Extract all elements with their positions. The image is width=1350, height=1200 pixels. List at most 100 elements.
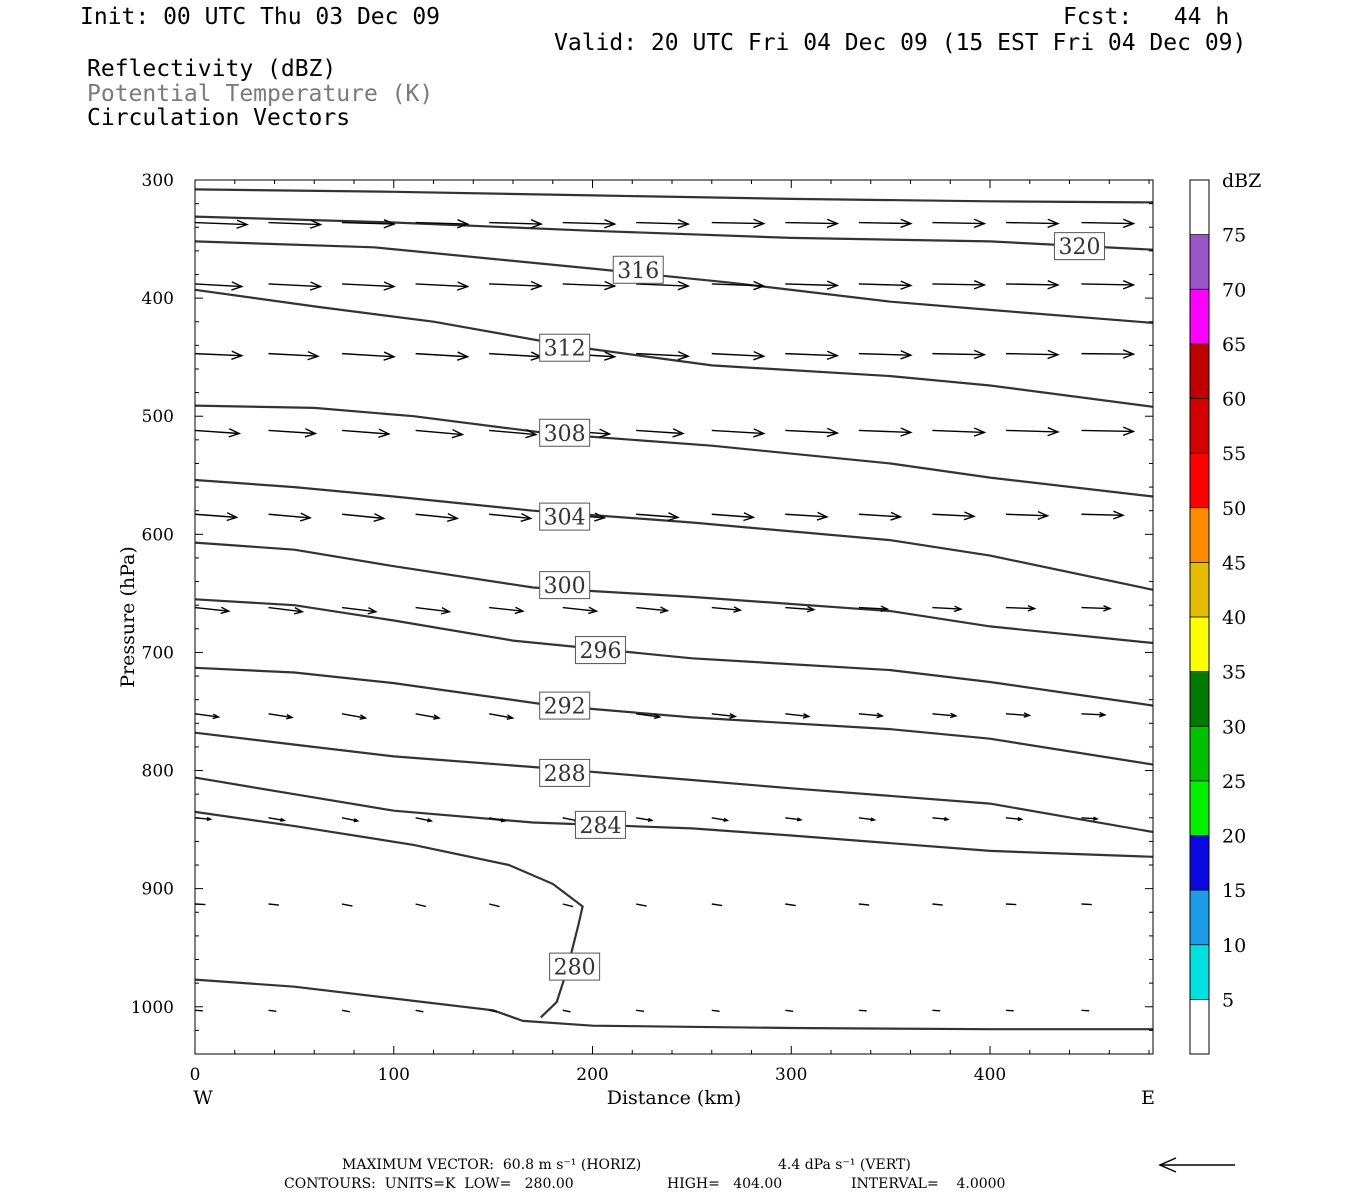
colorbar-segment [1190,671,1209,727]
dbz-colorbar: 5 10 15 20 25 30 35 40 45 50 55 60 65 70 75 [1189,179,1246,1055]
x-tick-label: 300 [775,1065,807,1085]
circulation-vector [1005,1009,1014,1012]
circulation-vector [858,817,877,822]
colorbar-segment [1190,562,1209,617]
colorbar-label: 65 [1222,334,1246,356]
circulation-vector [711,903,723,907]
contour-label-box-304 [539,502,591,531]
colorbar-segment [1190,617,1209,672]
circulation-vector [636,606,670,614]
contour-label-box-316 [612,255,664,284]
circulation-vector [636,428,685,438]
circulation-vector [932,712,958,719]
circulation-vector [489,817,507,823]
circulation-vector [489,280,544,291]
circulation-vector [711,817,730,822]
colorbar-label: 70 [1222,279,1246,301]
theta-contour-292 [194,666,1154,766]
field-vectors-label: Circulation Vectors [87,105,351,131]
circulation-vector [858,280,913,290]
circulation-vector [1081,605,1112,612]
contour-info: CONTOURS: UNITS=K LOW= 280.00 [284,1176,574,1192]
forecast-hour: Fcst: 44 h [1063,4,1230,30]
colorbar-frame [1189,179,1210,1055]
y-tick-label: 700 [142,643,174,663]
contour-label-280: 280 [554,956,596,981]
theta-contour-300 [194,541,1154,645]
colorbar-segment [1190,507,1209,563]
circulation-vector [562,903,574,908]
theta-contour-280 [194,810,584,1019]
axes: 0 100 200 300 400 300 400 500 600 700 800 900 1000 [131,171,1153,1085]
x-tick-label: 400 [974,1065,1006,1085]
circulation-vector [711,218,766,229]
field-reflectivity-label: Reflectivity (dBZ) [87,56,337,82]
contour-label-box-292 [539,691,591,720]
colorbar-label: 30 [1222,716,1246,738]
circulation-vector [932,349,987,360]
circulation-vector [415,219,470,229]
circulation-vector [711,350,766,361]
circulation-vector [415,512,460,522]
circulation-vectors [194,218,1136,1013]
contour-label-300: 300 [544,574,586,599]
colorbar-segment [1190,726,1209,781]
circulation-vector [268,606,305,615]
colorbar-segment [1190,453,1209,508]
circulation-vector [711,280,766,291]
circulation-vector [785,280,840,290]
contour-label-284: 284 [579,814,621,839]
circulation-vector [268,1009,277,1013]
contour-label-296: 296 [579,639,621,664]
circulation-vector [489,1009,498,1013]
x-tick-label: 0 [190,1065,201,1085]
circulation-vector [785,817,803,822]
theta-contour-296 [194,598,1154,707]
colorbar-label: 25 [1222,771,1246,793]
circulation-vector [1005,816,1024,822]
x-tick-label: 200 [576,1065,608,1085]
circulation-vector [785,605,816,613]
circulation-vector [268,219,323,229]
circulation-vector [489,428,538,439]
circulation-vector [268,428,318,438]
circulation-vector [858,903,870,906]
colorbar-title: dBZ [1222,170,1261,192]
circulation-vector [341,817,360,823]
circulation-vector [711,606,743,613]
theta-contour-312 [194,288,1154,408]
circulation-vector [1081,218,1136,229]
colorbar-segment [1190,835,1209,891]
colorbar-segment [1190,234,1209,290]
colorbar-label: 50 [1222,498,1246,520]
y-axis-label: Pressure (hPa) [117,546,139,688]
circulation-vector [1081,349,1136,359]
colorbar-label: 20 [1222,826,1246,848]
colorbar-label: 35 [1222,662,1246,684]
circulation-vector [415,903,427,908]
y-tick-label: 800 [142,762,174,782]
contour-label-304: 304 [544,506,586,531]
max-vector-horiz: MAXIMUM VECTOR: 60.8 m s⁻¹ (HORIZ) [342,1157,642,1173]
circulation-vector [858,218,913,229]
colorbar-label: 10 [1222,935,1246,957]
circulation-vector [1081,280,1136,290]
circulation-vector [415,351,470,361]
circulation-vector [932,280,987,290]
circulation-vector [342,351,396,361]
circulation-vector [1081,1009,1090,1012]
circulation-vector [415,713,441,720]
circulation-vector [785,511,829,521]
circulation-vector [932,427,987,437]
circulation-vector [194,713,221,720]
circulation-vector [562,606,599,615]
circulation-vector [636,713,662,720]
circulation-vector [489,606,525,615]
colorbar-label: 55 [1222,443,1246,465]
circulation-vector [268,713,294,720]
valid-time: Valid: 20 UTC Fri 04 Dec 09 (15 EST Fri … [554,30,1247,56]
circulation-vector [636,903,647,907]
y-tick-label: 500 [142,407,174,427]
circulation-vector [785,218,840,229]
plot-frame [194,179,1154,1055]
